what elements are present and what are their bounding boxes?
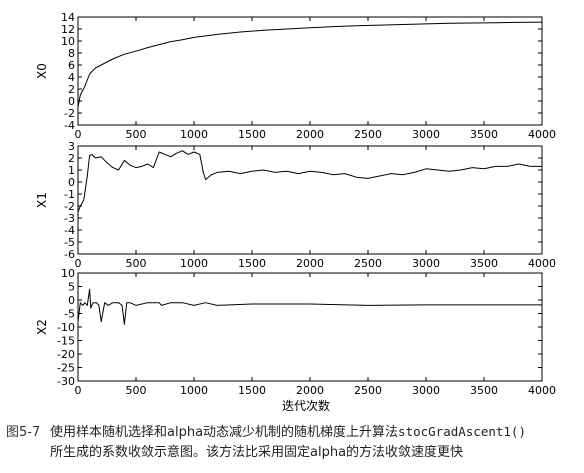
x1-x-tick-label: 2500 [354, 257, 382, 270]
x0-x-tick-label: 0 [75, 128, 82, 141]
x0-plot-frame [77, 16, 543, 126]
x2-x-tick-label: 2000 [296, 384, 324, 397]
figure-number: 图5-7 [6, 425, 41, 440]
x1-y-tick-label: -2 [64, 200, 75, 213]
x0-y-tick-label: 6 [68, 59, 75, 72]
x1-y-tick-label: -1 [64, 188, 75, 201]
x1-x-tick-label: 4000 [528, 257, 556, 270]
x0-y-tick-label: -2 [64, 107, 75, 120]
x2-y-tick-label: -25 [57, 362, 75, 375]
caption-line-2: 所生成的系数收敛示意图。该方法比采用固定alpha的方法收敛速度更快 [50, 445, 464, 460]
x1-y-tick-label: 1 [68, 164, 75, 177]
x0-y-tick-label: 2 [68, 83, 75, 96]
x2-x-tick-label: 4000 [528, 384, 556, 397]
x0-x-tick-label: 2000 [296, 128, 324, 141]
x2-y-tick-label: -5 [64, 308, 75, 321]
x0-series-line [77, 21, 543, 108]
x0-y-tick-label: 14 [61, 11, 75, 24]
x2-plot-frame [77, 272, 543, 382]
figure-caption: 图5-7 使用样本随机选择和alpha动态减少机制的随机梯度上升算法stocGra… [6, 422, 578, 463]
x1-y-tick-label: -4 [64, 224, 75, 237]
x2-y-tick-label: -15 [57, 335, 75, 348]
x1-x-tick-label: 1500 [238, 257, 266, 270]
x1-y-tick-label: -5 [64, 236, 75, 249]
x2-y-tick-label: -10 [57, 321, 75, 334]
x0-y-tick-label: 10 [61, 35, 75, 48]
x0-x-tick-label: 500 [126, 128, 147, 141]
x2-x-tick-label: 2500 [354, 384, 382, 397]
x0-x-tick-label: 3000 [412, 128, 440, 141]
x2-y-tick-label: 0 [68, 294, 75, 307]
x2-y-axis-label: X2 [35, 319, 49, 335]
x1-y-tick-label: -6 [64, 248, 75, 261]
x2-y-tick-label: -30 [57, 375, 75, 388]
caption-code: stocGradAscent1() [398, 424, 526, 439]
x1-x-tick-label: 3000 [412, 257, 440, 270]
x2-x-tick-label: 1000 [180, 384, 208, 397]
x0-y-tick-label: 8 [68, 47, 75, 60]
x1-y-axis-label: X1 [35, 192, 49, 208]
caption-text: 使用样本随机选择和alpha动态减少机制的随机梯度上升算法 [50, 425, 399, 440]
x0-y-axis-label: X0 [35, 63, 49, 79]
x1-x-tick-label: 0 [75, 257, 82, 270]
caption-line-1: 图5-7 使用样本随机选择和alpha动态减少机制的随机梯度上升算法stocGra… [6, 422, 578, 443]
x1-y-tick-label: -3 [64, 212, 75, 225]
x0-x-tick-label: 1000 [180, 128, 208, 141]
x2-x-tick-label: 500 [126, 384, 147, 397]
x1-plot-frame [77, 145, 543, 255]
x0-y-tick-label: 4 [68, 71, 75, 84]
x-axis-label: 迭代次数 [282, 398, 330, 413]
x2-x-tick-label: 3500 [470, 384, 498, 397]
x0-y-tick-label: -4 [64, 119, 75, 132]
x1-y-tick-label: 2 [68, 152, 75, 165]
x2-x-tick-label: 0 [75, 384, 82, 397]
x2-y-tick-label: 5 [68, 281, 75, 294]
x1-x-tick-label: 1000 [180, 257, 208, 270]
x2-x-tick-label: 1500 [238, 384, 266, 397]
x2-y-tick-label: 10 [61, 267, 75, 280]
x0-x-tick-label: 3500 [470, 128, 498, 141]
x1-x-tick-label: 3500 [470, 257, 498, 270]
x1-x-tick-label: 2000 [296, 257, 324, 270]
x1-series-line [77, 150, 542, 213]
x0-y-tick-label: 0 [68, 95, 75, 108]
x2-y-tick-label: -20 [57, 348, 75, 361]
x0-x-tick-label: 2500 [354, 128, 382, 141]
x0-x-tick-label: 4000 [528, 128, 556, 141]
x0-y-tick-label: 12 [61, 23, 75, 36]
x0-x-tick-label: 1500 [238, 128, 266, 141]
x1-y-tick-label: 0 [68, 176, 75, 189]
x1-x-tick-label: 500 [126, 257, 147, 270]
x2-series-line [77, 288, 542, 325]
x1-y-tick-label: 3 [68, 140, 75, 153]
x2-x-tick-label: 3000 [412, 384, 440, 397]
